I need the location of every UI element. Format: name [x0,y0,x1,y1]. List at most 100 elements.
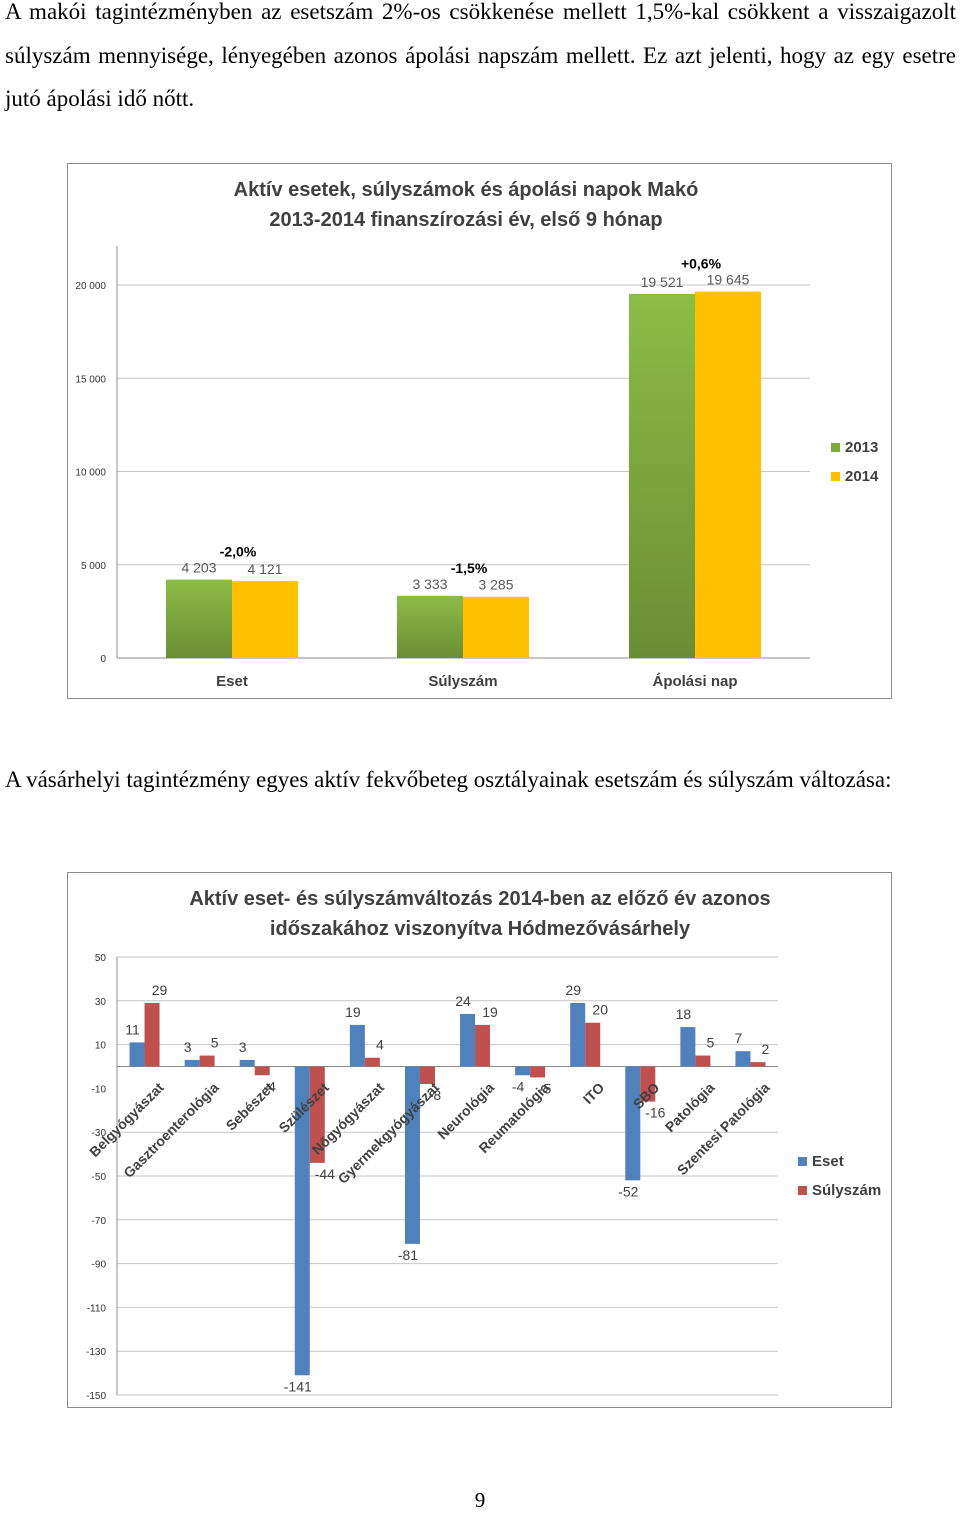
chart2-data-label: 19 [482,1004,498,1020]
chart2-category-label: Szentesi Patológia [674,1079,773,1178]
chart2-bar [309,1066,325,1163]
chart2-bar [184,1059,200,1067]
chart1-title-line2: 2013-2014 finanszírozási év, első 9 hóna… [269,209,662,231]
chart2-bar [460,1013,476,1067]
chart2-bar [129,1042,145,1067]
chart1-bar [695,291,761,658]
chart2-data-label: 24 [455,993,471,1009]
chart1-legend-label: 2014 [845,468,879,485]
chart1-bar [232,581,298,658]
chart1-legend-swatch [831,472,840,481]
chart1-data-label: 19 521 [641,274,684,290]
chart2-data-label: -8 [429,1087,442,1103]
chart2-category-label: Gasztroenterológia [120,1079,222,1181]
chart2-bar [640,1066,656,1102]
chart2-ytick-label: -30 [92,1128,107,1139]
chart2-bar [349,1024,365,1067]
chart2-data-label: 7 [735,1030,743,1046]
chart2-bar [585,1022,601,1067]
chart2-data-label: -16 [645,1105,665,1121]
chart2-bar [294,1066,310,1376]
mako-chart-svg: Aktív esetek, súlyszámok és ápolási napo… [75,179,879,690]
chart2-title-line1: Aktív eset- és súlyszámváltozás 2014-ben… [189,888,770,910]
chart2-bar [239,1059,255,1067]
chart2-legend-swatch [798,1186,807,1195]
chart2-ytick-label: -150 [86,1391,106,1402]
chart2-data-label: -81 [398,1247,418,1263]
chart2-ytick-label: -110 [87,1303,107,1314]
chart1-ytick-label: 0 [100,654,106,665]
chart2-ytick-label: 30 [95,997,107,1008]
chart2-legend-swatch [798,1157,807,1166]
chart2-data-label: 29 [565,982,581,998]
chart2-legend-label: Eset [812,1153,844,1170]
chart2-category-label: Sebészet [223,1079,277,1133]
chart1-legend-label: 2013 [845,439,878,456]
chart2-legend-label: Súlyszám [812,1182,881,1199]
chart2-data-label: 19 [345,1004,361,1020]
chart2-bar [364,1057,380,1067]
chart1-data-label: 4 121 [247,561,282,577]
chart2-data-label: -5 [539,1080,552,1096]
chart2-data-label: 5 [706,1035,714,1051]
chart1-legend-swatch [831,443,840,452]
chart2-bar [254,1066,270,1076]
chart2-bar [404,1066,420,1244]
chart1-ytick-label: 10 000 [75,468,106,479]
chart2-data-label: 11 [125,1021,140,1037]
chart2-data-label: -52 [618,1183,638,1199]
chart1-bar [463,596,529,658]
chart2-bar [475,1024,491,1067]
chart1-title-line1: Aktív esetek, súlyszámok és ápolási napo… [234,179,699,201]
intro-paragraph: A makói tagintézményben az esetszám 2%-o… [5,0,956,111]
chart2-data-label: 3 [184,1039,192,1055]
chart1-category-label: Ápolási nap [652,673,737,690]
chart2-data-label: 20 [592,1002,608,1018]
chart2-title-line2: időszakához viszonyítva Hódmezővásárhely [270,918,691,940]
page-number: 9 [474,1488,486,1512]
chart2-bar [419,1066,435,1085]
chart2-bar [515,1066,531,1076]
chart1-bar [397,595,463,658]
chart2-bar [750,1062,766,1067]
chart2-data-label: -141 [284,1378,312,1394]
chart2-ytick-label: -130 [86,1347,106,1358]
chart1-ytick-label: 5 000 [81,561,106,572]
mako-chart: Aktív esetek, súlyszámok és ápolási napo… [67,163,892,699]
chart2-bar [735,1051,751,1067]
chart2-ytick-label: -10 [92,1084,107,1095]
chart1-bar [166,579,232,658]
chart2-data-label: 5 [211,1035,219,1051]
chart1-category-label: Eset [216,673,248,690]
chart2-ytick-label: -70 [92,1216,107,1227]
chart2-bar [530,1066,546,1078]
chart2-data-label: 2 [762,1041,770,1057]
chart1-data-label: 3 285 [478,577,513,593]
chart1-data-label: 3 333 [412,576,447,592]
hodmezovasarhely-chart: Aktív eset- és súlyszámváltozás 2014-ben… [67,872,892,1408]
chart1-ytick-label: 20 000 [75,281,106,292]
chart2-data-label: 3 [239,1039,247,1055]
chart1-change-label: -2,0% [220,544,257,560]
chart2-bar [144,1002,160,1067]
vasarhely-paragraph: A vásárhelyi tagintézmény egyes aktív fe… [5,767,892,792]
chart2-data-label: -4 [263,1078,276,1094]
chart1-data-label: 4 203 [181,560,216,576]
chart2-bar [695,1055,711,1067]
chart2-ytick-label: 50 [95,953,107,964]
chart1-ytick-label: 15 000 [75,374,106,385]
chart2-bar [570,1002,586,1067]
chart1-category-label: Súlyszám [428,673,497,690]
chart2-data-label: -44 [315,1166,335,1182]
hodmezovasarhely-chart-svg: Aktív eset- és súlyszámváltozás 2014-ben… [86,888,881,1402]
chart2-bar [625,1066,641,1181]
chart2-data-label: 18 [676,1006,692,1022]
chart1-change-label: -1,5% [451,560,488,576]
chart2-ytick-label: 10 [95,1041,107,1052]
chart1-data-label: 19 645 [707,272,750,288]
chart2-ytick-label: -50 [92,1172,107,1183]
chart1-change-label: +0,6% [681,256,722,272]
chart2-ytick-label: -90 [92,1260,107,1271]
chart2-bar [680,1027,696,1067]
chart2-category-label: Patológia [662,1079,718,1135]
